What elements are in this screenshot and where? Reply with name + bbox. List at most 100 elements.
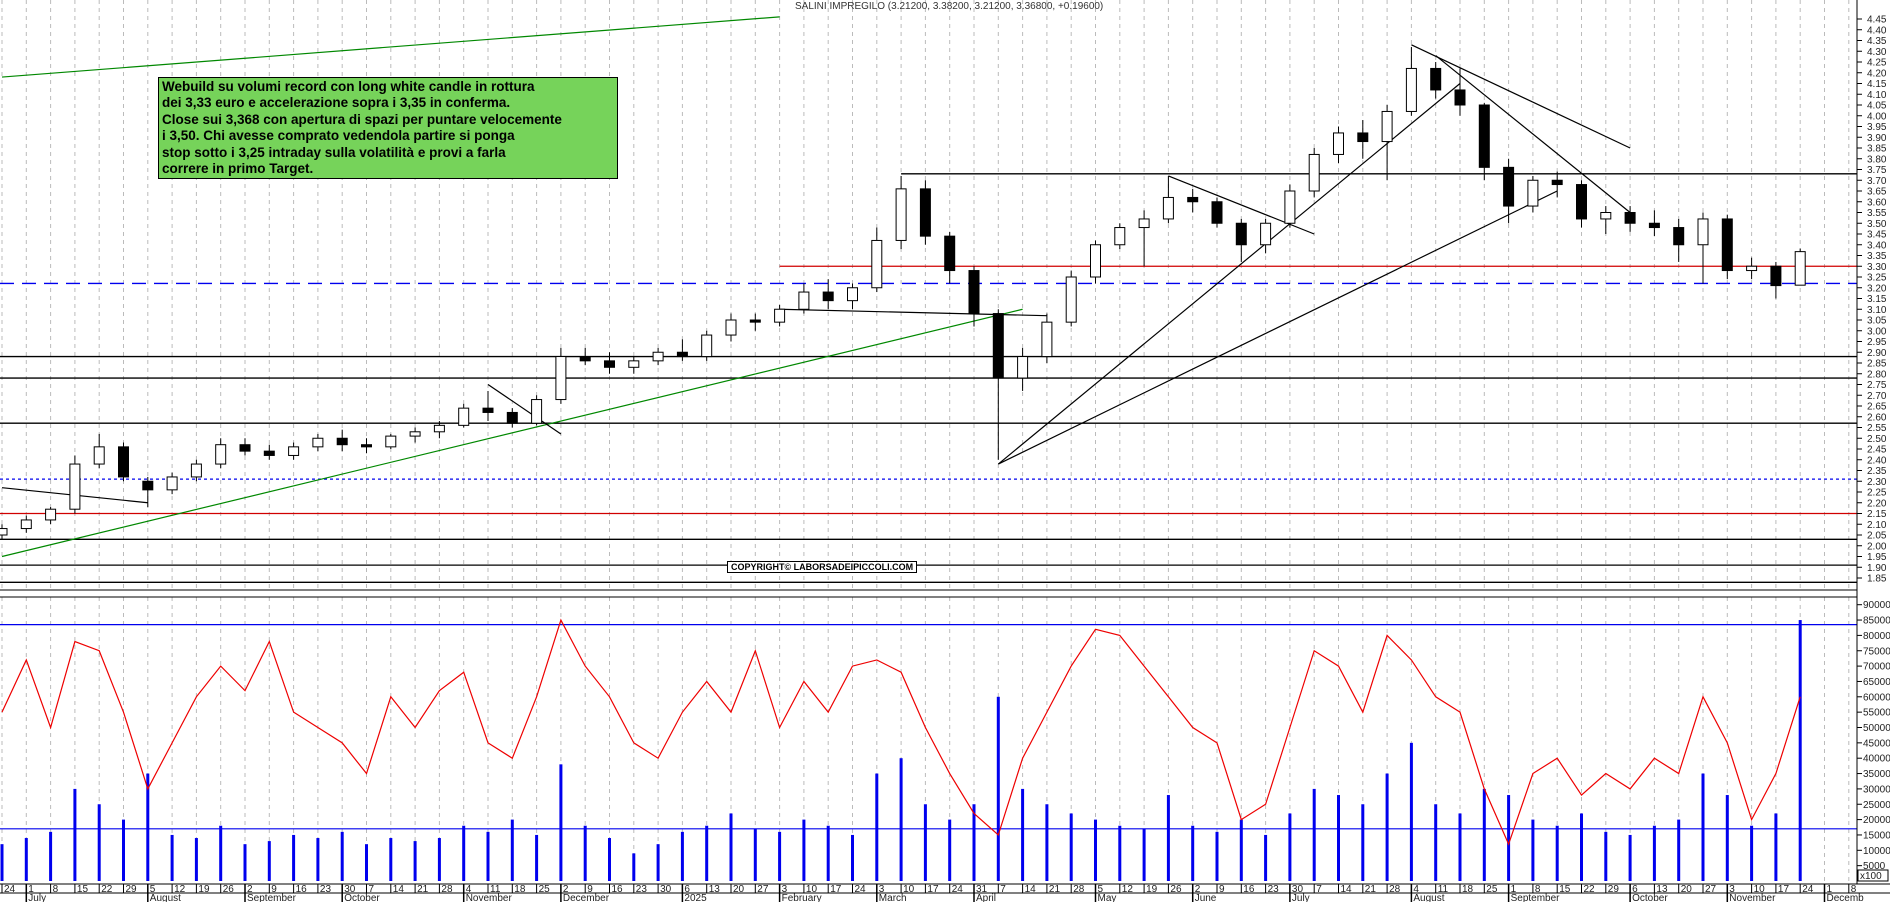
x-tick-label: 14 xyxy=(393,884,405,895)
candle-body xyxy=(1648,222,1660,229)
volume-bar xyxy=(1239,819,1243,881)
x-tick-label: 28 xyxy=(1073,884,1085,895)
volume-bar xyxy=(1628,834,1632,881)
candle-body xyxy=(1211,201,1223,224)
volume-bar xyxy=(1385,773,1389,881)
x-tick-label: 27 xyxy=(757,884,769,895)
volume-bar xyxy=(1312,788,1316,881)
month-label: March xyxy=(879,893,907,902)
candle-body xyxy=(1162,196,1174,220)
x-tick-label: 7 xyxy=(369,884,375,895)
y-tick-label: 3.85 xyxy=(1867,144,1887,155)
volume-bar xyxy=(97,804,101,881)
volume-bars xyxy=(0,620,1857,881)
y-tick-label: 2.95 xyxy=(1867,337,1887,348)
x-tick-label: 3 xyxy=(1729,884,1735,895)
x-tick-label: 1 xyxy=(28,884,34,895)
candle-body xyxy=(239,444,251,452)
y-tick-label: 3.65 xyxy=(1867,187,1887,198)
month-label: November xyxy=(1729,893,1776,902)
volume-tick-label: 50000 xyxy=(1863,723,1890,734)
volume-bar xyxy=(219,825,223,881)
x-tick-label: 30 xyxy=(660,884,672,895)
volume-tick-label: 30000 xyxy=(1863,784,1890,795)
y-tick-label: 2.40 xyxy=(1867,455,1887,466)
volume-bar xyxy=(1652,825,1656,881)
candle-body xyxy=(676,351,688,358)
volume-bar xyxy=(948,819,952,881)
candle-body xyxy=(1624,212,1636,224)
x-tick-label: 18 xyxy=(514,884,526,895)
volume-tick-label: 90000 xyxy=(1863,600,1890,611)
candle-body xyxy=(919,188,931,237)
x-tick-label: 21 xyxy=(417,884,429,895)
candle-body xyxy=(871,239,883,289)
y-tick-label: 2.35 xyxy=(1867,466,1887,477)
volume-bar xyxy=(1118,825,1122,881)
candle-body xyxy=(1600,212,1612,220)
x-tick-label: 6 xyxy=(1632,884,1638,895)
volume-tick-label: 80000 xyxy=(1863,631,1890,642)
y-tick-label: 4.00 xyxy=(1867,111,1887,122)
annotation-line: correre in primo Target. xyxy=(162,161,314,177)
candle-body xyxy=(1041,321,1053,358)
trendline xyxy=(1411,44,1631,149)
y-tick-label: 3.00 xyxy=(1867,326,1887,337)
annotation-line: i 3,50. Chi avesse comprato vedendola pa… xyxy=(162,128,515,144)
trendline xyxy=(1,16,780,78)
y-tick-label: 1.95 xyxy=(1867,552,1887,563)
x-tick-label: 13 xyxy=(1656,884,1668,895)
candle-body xyxy=(992,313,1004,379)
month-label: November xyxy=(466,893,513,902)
month-label: February xyxy=(782,893,822,902)
candle-body xyxy=(847,287,858,302)
y-tick-label: 2.60 xyxy=(1867,412,1887,423)
volume-bar xyxy=(1069,813,1073,881)
trendline xyxy=(998,190,1558,465)
candle-body xyxy=(0,528,8,536)
month-label: August xyxy=(1413,893,1444,902)
y-tick-label: 4.15 xyxy=(1867,79,1887,90)
x-tick-label: 9 xyxy=(587,884,593,895)
month-label: September xyxy=(247,893,297,902)
candle-body xyxy=(20,519,32,530)
x-tick-label: 17 xyxy=(1778,884,1790,895)
x-tick-label: 14 xyxy=(1025,884,1037,895)
volume-bar xyxy=(462,825,466,881)
y-tick-label: 2.30 xyxy=(1867,477,1887,488)
x-tick-label: 4 xyxy=(1413,884,1419,895)
trendline xyxy=(1435,55,1631,213)
candle-body xyxy=(701,334,713,358)
x-tick-label: 11 xyxy=(490,884,501,895)
x-tick-label: 26 xyxy=(223,884,235,895)
candle-body xyxy=(968,270,980,315)
volume-tick-label: 55000 xyxy=(1863,708,1890,719)
volume-bar xyxy=(680,831,684,881)
x-tick-label: 28 xyxy=(441,884,453,895)
month-label: October xyxy=(344,893,380,902)
volume-bar xyxy=(1580,813,1583,881)
candle-body xyxy=(45,508,57,521)
y-tick-label: 2.25 xyxy=(1867,488,1887,499)
volume-bar xyxy=(340,831,344,881)
candle-body xyxy=(1235,222,1247,246)
y-tick-label: 4.10 xyxy=(1867,90,1887,101)
x-tick-label: 10 xyxy=(903,884,915,895)
y-tick-label: 3.90 xyxy=(1867,133,1887,144)
x-tick-label: 16 xyxy=(1243,884,1255,895)
volume-bar xyxy=(1361,804,1365,881)
month-label: September xyxy=(1511,893,1561,902)
candle-body xyxy=(555,356,567,401)
x-tick-label: 11 xyxy=(1438,884,1449,895)
candle-body xyxy=(506,411,518,424)
volume-bar xyxy=(1045,804,1049,881)
volume-tick-label: 85000 xyxy=(1863,616,1890,627)
volume-bar xyxy=(583,825,587,881)
x-tick-label: 5 xyxy=(1098,884,1104,895)
x-tick-label: 30 xyxy=(1292,884,1304,895)
volume-bar xyxy=(1094,819,1097,881)
volume-bar xyxy=(1409,742,1413,881)
x-tick-label: 17 xyxy=(927,884,939,895)
horizontal-levels xyxy=(0,173,1857,583)
volume-bar xyxy=(1482,788,1486,881)
